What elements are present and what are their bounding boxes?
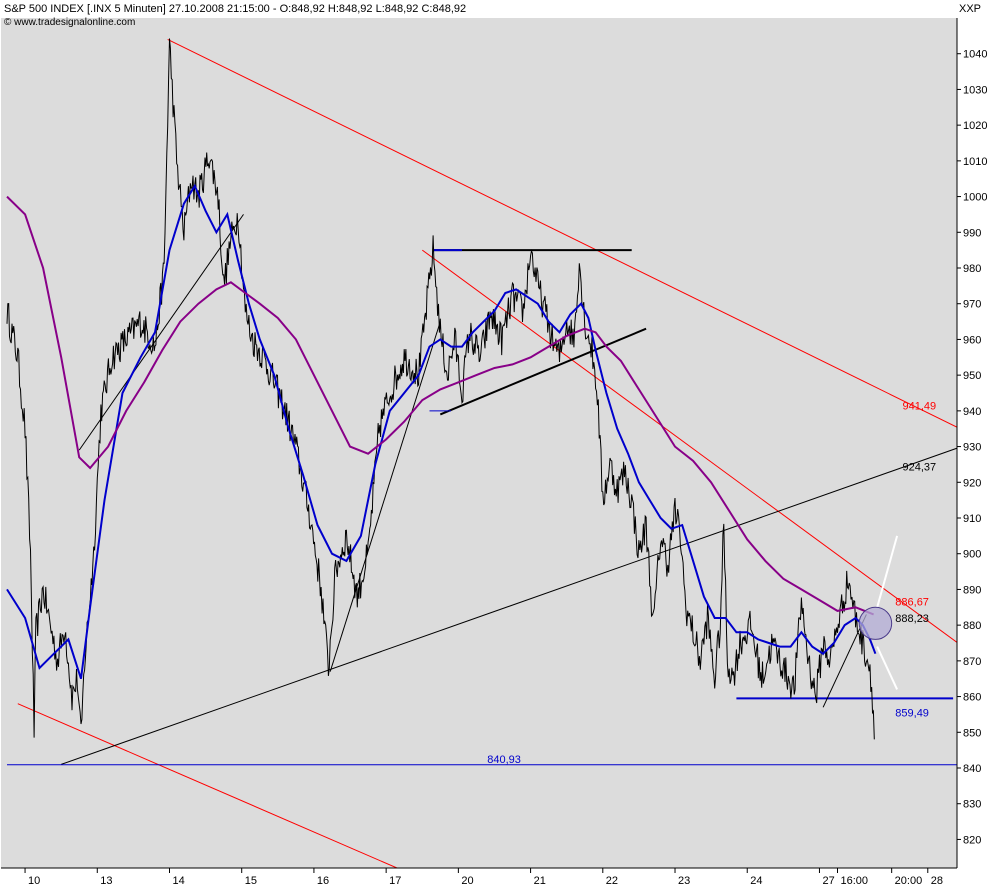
chart-title: S&P 500 INDEX [.INX 5 Minuten] 27.10.200…	[4, 3, 467, 15]
y-axis: 1040 1030 1020 1010 1000 990 980 970 960 950 940 93…	[957, 49, 987, 846]
annotation-label: 941,49	[903, 401, 937, 413]
y-tick-label: 960	[963, 334, 981, 346]
price-line	[6, 38, 875, 740]
symbol-code: XXP	[958, 3, 981, 15]
x-tick-label: 17	[389, 875, 401, 887]
trendline-2	[17, 703, 398, 868]
trendline-13	[876, 535, 899, 608]
trendline-12	[822, 614, 867, 708]
x-tick-label: 16	[317, 875, 329, 887]
x-tick-label: 23	[678, 875, 690, 887]
trendline-1	[422, 249, 957, 644]
annotation-label: 859,49	[895, 707, 929, 719]
annotation-label: 888,23	[895, 613, 929, 625]
highlight-layer	[858, 606, 893, 640]
y-tick-label: 860	[963, 692, 981, 704]
indicator-layer	[6, 183, 877, 680]
y-tick-label: 840	[963, 763, 981, 775]
y-tick-label: 950	[963, 370, 981, 382]
moving-average-0	[6, 183, 877, 680]
plot-area[interactable]	[1, 18, 957, 868]
source-label: © www.tradesignalonline.com	[4, 17, 136, 28]
x-tick-label: 10	[28, 875, 40, 887]
y-tick-label: 930	[963, 442, 981, 454]
y-tick-label: 1020	[963, 120, 987, 132]
trendline-14	[876, 646, 899, 690]
y-tick-label: 970	[963, 299, 981, 311]
y-tick-label: 1010	[963, 156, 987, 168]
y-tick-label: 820	[963, 834, 981, 846]
x-tick-label: 27	[822, 875, 834, 887]
annotation-label: 886,67	[895, 596, 929, 608]
annotation-label: 924,37	[903, 462, 937, 474]
y-tick-label: 890	[963, 584, 981, 596]
trendline-5	[78, 214, 244, 451]
price-layer	[6, 38, 875, 740]
annotation-layer: 941,49 924,37 886,67 888,23 859,49 840,93	[487, 401, 936, 767]
moving-average-1	[6, 195, 874, 616]
y-tick-label: 830	[963, 799, 981, 811]
x-tick-label: 14	[172, 875, 184, 887]
trendline-layer	[7, 38, 957, 868]
y-tick-label: 920	[963, 477, 981, 489]
x-tick-label: 20	[461, 875, 473, 887]
x-tick-label: 28	[931, 875, 943, 887]
x-tick-label: 15	[245, 875, 257, 887]
highlight-ellipse	[858, 606, 893, 640]
trendline-3	[61, 447, 957, 765]
y-tick-label: 910	[963, 513, 981, 525]
y-tick-label: 850	[963, 727, 981, 739]
y-tick-label: 1030	[963, 84, 987, 96]
x-tick-label: 20:00	[895, 875, 923, 887]
trendline-0	[167, 38, 957, 428]
y-tick-label: 980	[963, 263, 981, 275]
x-axis: 10 13 14 15 16 17 20 21 22 23 24 27 16:00 20:00 28	[24, 868, 943, 887]
y-tick-label: 1000	[963, 192, 987, 204]
x-tick-label: 24	[750, 875, 762, 887]
y-tick-label: 900	[963, 549, 981, 561]
trendline-4	[329, 321, 441, 672]
x-tick-label: 16:00	[841, 875, 869, 887]
y-tick-label: 940	[963, 406, 981, 418]
x-tick-label: 21	[534, 875, 546, 887]
x-tick-label: 22	[606, 875, 618, 887]
trendline-7	[439, 327, 647, 416]
y-tick-label: 990	[963, 227, 981, 239]
y-tick-label: 870	[963, 656, 981, 668]
y-tick-label: 1040	[963, 49, 987, 61]
annotation-label: 840,93	[487, 754, 521, 766]
y-tick-label: 880	[963, 620, 981, 632]
x-tick-label: 13	[100, 875, 112, 887]
